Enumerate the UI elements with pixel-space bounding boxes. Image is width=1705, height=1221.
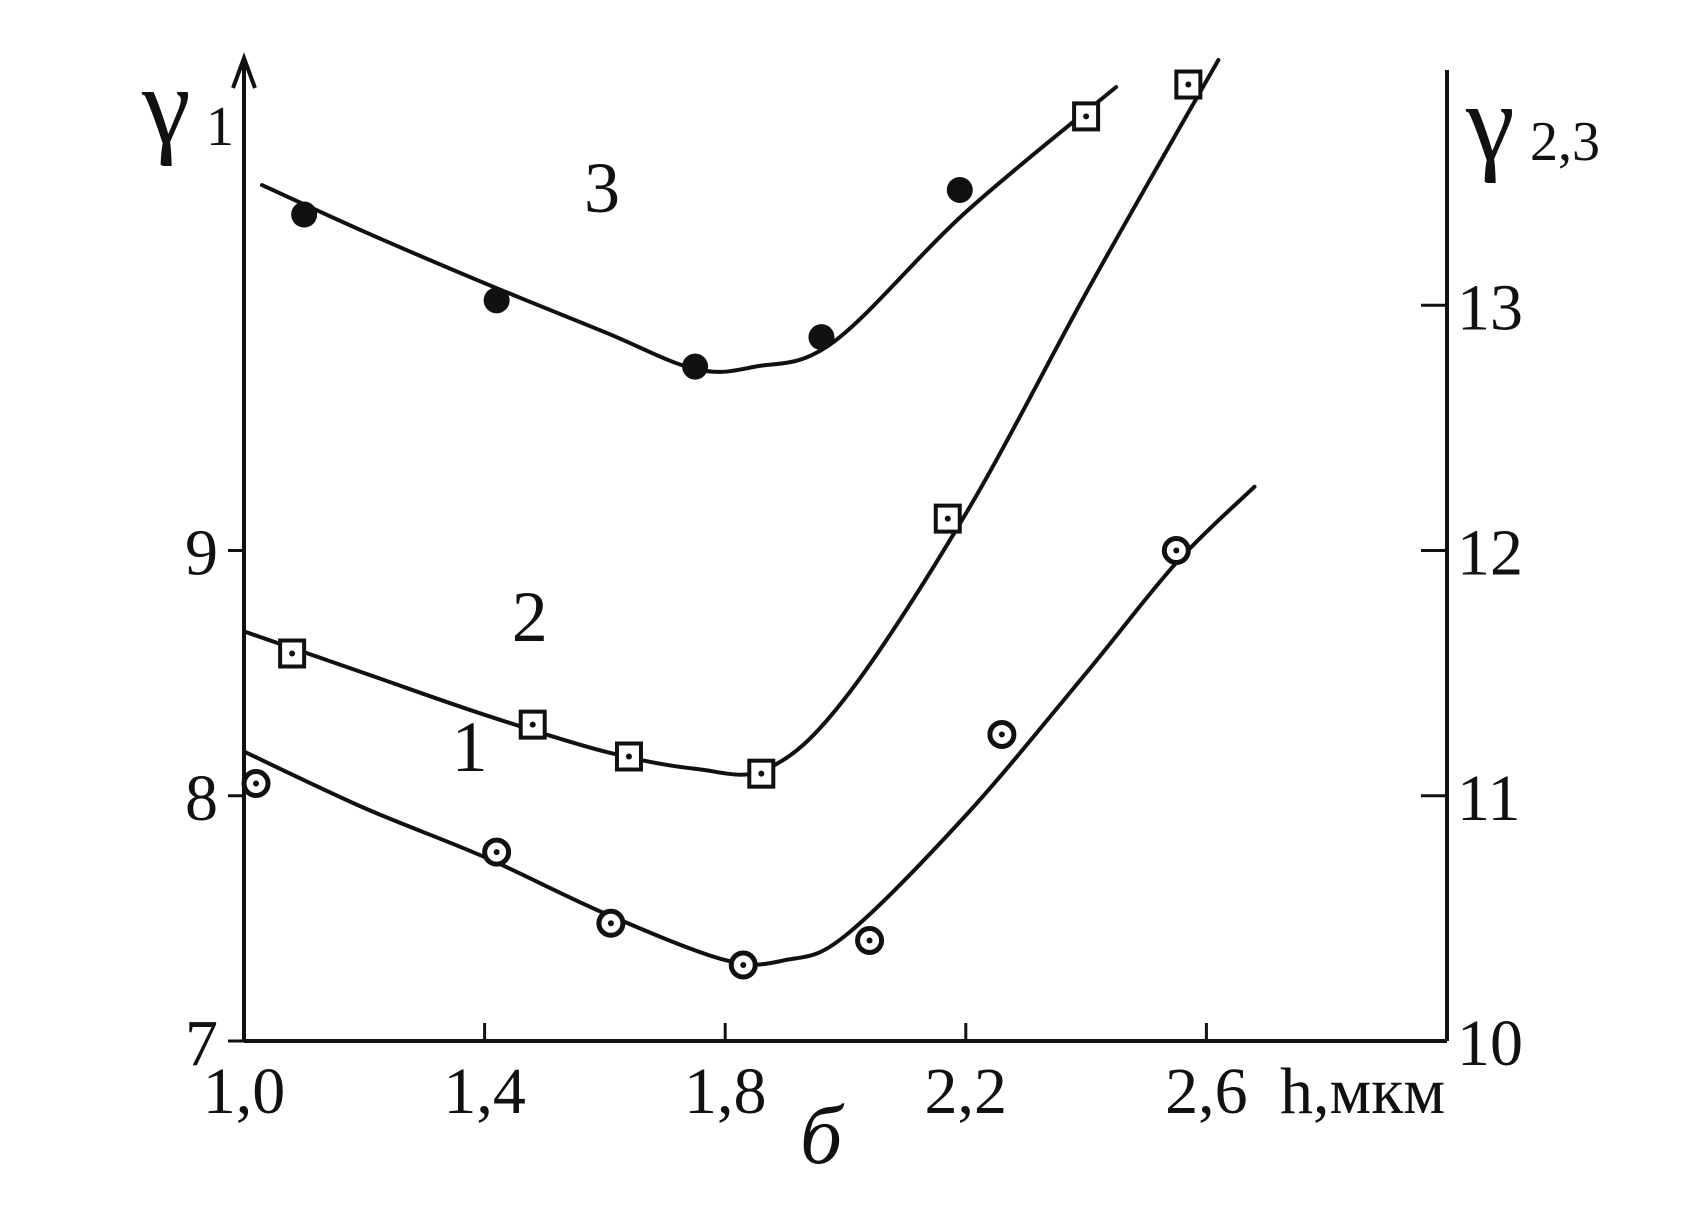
right-tick-label: 13 (1457, 271, 1523, 344)
filled-marker (483, 287, 510, 314)
filled-marker (946, 176, 973, 203)
left-axis-title: γ 1 (141, 45, 234, 167)
series-labels: 12 3 (452, 148, 620, 787)
right-axis-title: γ 2,3 (1465, 62, 1600, 184)
series-3-point (946, 176, 973, 203)
series-3-point (808, 324, 835, 351)
series-2-point (933, 503, 962, 534)
right-tick-label: 10 (1457, 1007, 1523, 1080)
marker-dot (625, 753, 632, 760)
right-tick-label: 12 (1457, 517, 1523, 590)
data-points (241, 69, 1203, 980)
right-tick-label: 11 (1457, 762, 1521, 835)
series-1-point (241, 768, 271, 798)
series-3-point (483, 287, 510, 314)
series-2-point (278, 638, 307, 669)
marker-dot (758, 770, 765, 777)
series-1-point (728, 950, 758, 980)
square-marker (1174, 69, 1203, 100)
right-axis-symbol: γ (1465, 62, 1515, 184)
series-1-label: 1 (452, 707, 488, 787)
marker-dot (529, 721, 536, 728)
marker-dot (289, 650, 296, 657)
x-tick-label: 2,2 (925, 1055, 1008, 1128)
filled-marker (291, 201, 318, 228)
square-marker (614, 741, 643, 772)
series-2-curve (242, 58, 1221, 777)
x-tick-label: 2,6 (1165, 1055, 1248, 1128)
series-3-curve (260, 85, 1119, 374)
x-tick-label: 1,0 (203, 1055, 286, 1128)
series-3-label: 3 (584, 148, 620, 228)
marker-dot (253, 780, 260, 787)
left-tick-label: 9 (185, 517, 218, 590)
left-axis-symbol: γ (141, 45, 191, 167)
x-axis-label: h,мкм (1280, 1055, 1445, 1128)
x-tick-label: 1,4 (443, 1055, 526, 1128)
marker-dot (1083, 113, 1090, 120)
series-1-point (1161, 536, 1191, 565)
series-2-point (1174, 69, 1203, 100)
marker-dot (944, 515, 951, 522)
marker-dot (1185, 81, 1192, 88)
marker-dot (493, 849, 500, 856)
series-3-point (291, 201, 318, 228)
series-2-point (614, 741, 643, 772)
right-axis-subscript: 2,3 (1530, 111, 1600, 173)
series-1-point (855, 925, 885, 955)
series-2-point (747, 758, 776, 789)
marker-dot (607, 920, 614, 927)
filled-marker (808, 324, 835, 351)
left-axis-arrow (231, 52, 257, 89)
square-marker (278, 638, 307, 669)
series-1-point (482, 837, 512, 867)
marker-dot (998, 731, 1005, 738)
x-tick-label: 1,8 (684, 1055, 767, 1128)
left-tick-label: 7 (185, 1007, 218, 1080)
left-axis-subscript: 1 (206, 96, 234, 158)
panel-label: б (800, 1089, 845, 1182)
series-3-point (682, 353, 709, 380)
filled-marker (682, 353, 709, 380)
series-1-point (987, 719, 1017, 749)
series-2-point (518, 709, 547, 740)
curves (242, 58, 1257, 967)
series-2-point (1072, 101, 1101, 132)
marker-dot (740, 961, 747, 968)
series-1-curve (242, 484, 1257, 967)
series-2-label: 2 (512, 577, 548, 657)
marker-dot (1173, 547, 1180, 554)
marker-dot (866, 937, 873, 944)
left-tick-label: 8 (185, 762, 218, 835)
series-1-point (596, 908, 626, 938)
